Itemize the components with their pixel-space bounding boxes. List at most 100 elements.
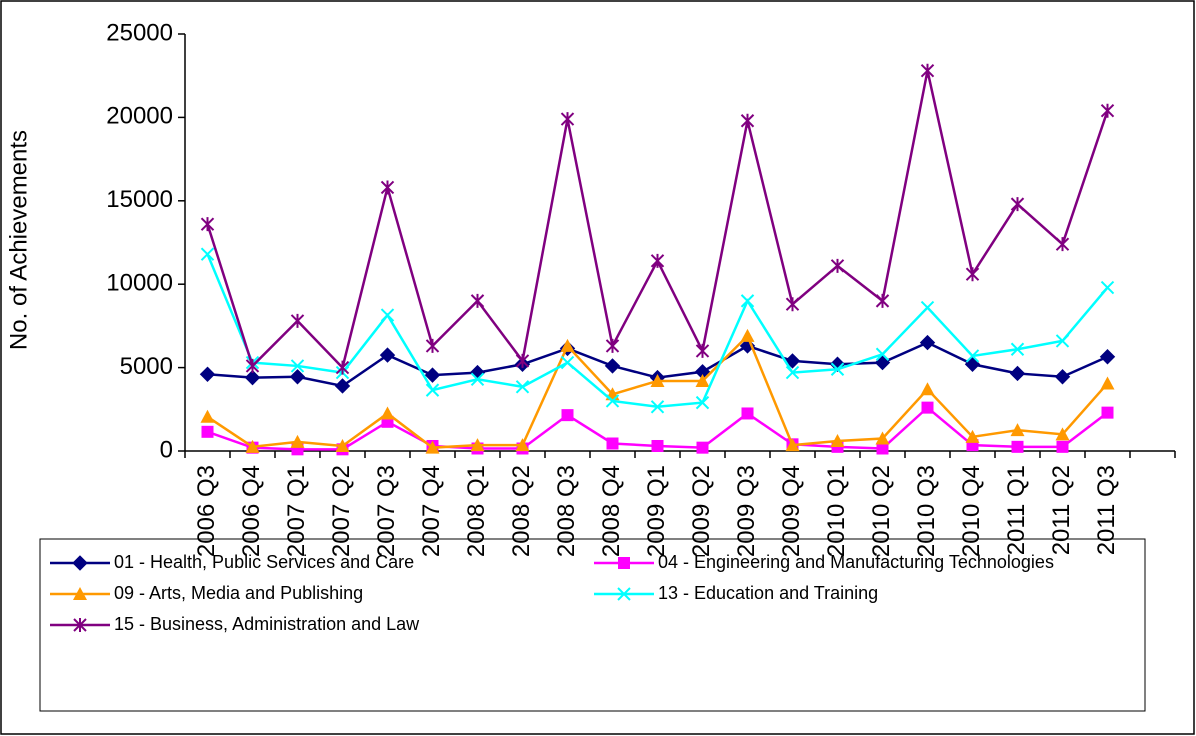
x-tick-label: 2009 Q2 xyxy=(688,465,715,557)
marker-triangle xyxy=(425,440,440,454)
x-tick-label: 2011 Q1 xyxy=(1003,465,1030,555)
marker-triangle xyxy=(245,439,260,453)
marker-triangle xyxy=(875,431,890,445)
x-tick-label: 2011 Q2 xyxy=(1048,465,1075,555)
marker-x xyxy=(290,359,305,373)
marker-x xyxy=(1055,334,1070,348)
marker-triangle xyxy=(695,373,710,387)
marker-triangle xyxy=(335,438,350,452)
marker-diamond xyxy=(1099,349,1116,365)
marker-star xyxy=(560,112,575,127)
x-tick-label: 2008 Q4 xyxy=(598,465,625,557)
x-tick-label: 2008 Q1 xyxy=(463,465,490,557)
legend-box xyxy=(39,538,1146,712)
marker-x xyxy=(695,395,710,410)
y-tick-label: 0 xyxy=(160,436,173,463)
y-tick-label: 15000 xyxy=(106,186,173,213)
y-tick-label: 25000 xyxy=(106,19,173,46)
marker-diamond xyxy=(1054,369,1071,385)
marker-square xyxy=(561,409,574,422)
legend-label: 13 - Education and Training xyxy=(658,583,878,603)
x-tick-label: 2006 Q3 xyxy=(193,465,220,557)
marker-star xyxy=(335,360,350,375)
marker-diamond xyxy=(919,334,936,351)
y-tick-label: 20000 xyxy=(106,103,173,130)
marker-triangle xyxy=(1055,427,1070,441)
marker-x xyxy=(1010,342,1025,356)
x-tick-label: 2010 Q3 xyxy=(913,465,940,557)
marker-diamond xyxy=(784,353,801,369)
marker-triangle xyxy=(515,438,530,452)
marker-x xyxy=(515,380,530,394)
marker-star xyxy=(605,338,620,353)
marker-star xyxy=(695,343,710,358)
marker-triangle xyxy=(380,406,395,420)
marker-star xyxy=(785,297,800,312)
marker-star xyxy=(1055,237,1070,252)
marker-triangle xyxy=(290,434,305,448)
marker-x xyxy=(1100,280,1115,295)
marker-diamond xyxy=(334,378,351,394)
x-tick-label: 2010 Q1 xyxy=(823,465,850,557)
x-tick-label: 2007 Q2 xyxy=(328,465,355,557)
x-tick-label: 2006 Q4 xyxy=(238,465,265,557)
marker-square xyxy=(1056,440,1069,453)
marker-star xyxy=(920,63,935,78)
legend-label: 01 - Health, Public Services and Care xyxy=(114,552,414,572)
legend-label: 15 - Business, Administration and Law xyxy=(114,614,420,634)
y-tick-label: 5000 xyxy=(120,353,173,380)
marker-star xyxy=(245,358,260,373)
marker-triangle xyxy=(1010,423,1025,437)
marker-x xyxy=(425,383,440,397)
marker-x xyxy=(605,394,620,408)
marker-star xyxy=(875,293,890,308)
marker-triangle xyxy=(200,409,215,423)
marker-triangle xyxy=(650,373,665,387)
y-tick-label: 10000 xyxy=(106,270,173,297)
marker-x xyxy=(200,247,215,261)
marker-x xyxy=(830,362,845,376)
marker-square xyxy=(618,557,630,569)
marker-square xyxy=(876,442,889,455)
marker-star xyxy=(470,293,485,308)
marker-star xyxy=(740,113,755,128)
marker-triangle xyxy=(830,433,845,447)
marker-diamond xyxy=(1009,365,1026,382)
marker-diamond xyxy=(244,369,261,386)
marker-star xyxy=(830,258,845,273)
marker-square xyxy=(1011,440,1024,453)
marker-x xyxy=(470,372,485,386)
marker-x xyxy=(380,308,395,322)
x-tick-label: 2007 Q4 xyxy=(418,465,445,557)
marker-triangle xyxy=(965,429,980,443)
marker-x xyxy=(785,365,800,380)
marker-x xyxy=(617,587,631,601)
marker-star xyxy=(515,353,530,368)
marker-star xyxy=(425,338,440,353)
marker-x xyxy=(875,347,890,361)
marker-triangle xyxy=(560,338,575,352)
marker-diamond xyxy=(72,555,88,571)
marker-x xyxy=(650,400,665,414)
marker-square xyxy=(651,439,664,452)
marker-square xyxy=(741,407,754,420)
legend-label: 04 - Engineering and Manufacturing Techn… xyxy=(658,552,1054,572)
marker-star xyxy=(380,180,395,195)
marker-triangle xyxy=(920,382,935,396)
x-tick-label: 2009 Q3 xyxy=(733,465,760,557)
marker-diamond xyxy=(424,367,441,383)
marker-triangle xyxy=(73,587,87,600)
x-tick-label: 2009 Q4 xyxy=(778,465,805,557)
marker-x xyxy=(920,300,935,315)
marker-triangle xyxy=(785,438,800,452)
marker-square xyxy=(201,425,214,438)
marker-diamond xyxy=(379,347,396,363)
x-tick-label: 2010 Q2 xyxy=(868,465,895,557)
marker-diamond xyxy=(199,366,216,382)
y-axis-label: No. of Achievements xyxy=(5,130,32,350)
marker-square xyxy=(921,401,934,414)
marker-star xyxy=(73,618,87,632)
marker-star xyxy=(965,267,980,282)
x-tick-label: 2008 Q3 xyxy=(553,465,580,557)
